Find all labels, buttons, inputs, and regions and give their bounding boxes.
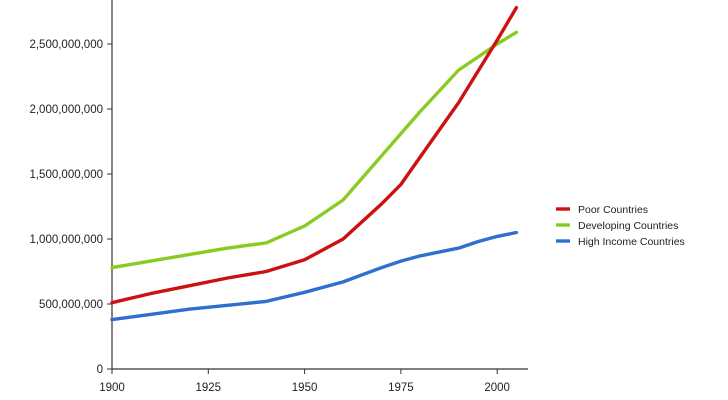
x-tick-label: 2000 [484,382,510,394]
series-line-high-income-countries [110,230,519,322]
legend-label: Developing Countries [578,220,678,232]
legend-label: High Income Countries [578,236,685,248]
tick-labels: 0 500,000,000 1,000,000,000 1,500,000,000 2,… [29,39,510,394]
x-tick-label: 1975 [388,382,414,394]
series-lines [110,5,519,322]
x-tick-label: 1950 [292,382,318,394]
y-tick-label: 1,000,000,000 [29,234,103,246]
legend-label: Poor Countries [578,204,648,216]
y-tick-label: 1,500,000,000 [29,169,103,181]
x-tick-label: 1925 [195,382,221,394]
y-tick-label: 500,000,000 [39,299,103,311]
series-line-developing-countries [110,30,519,270]
y-tick-label: 2,000,000,000 [29,104,103,116]
y-tick-label: 2,500,000,000 [29,39,103,51]
legend: Poor Countries Developing Countries High I… [556,204,685,248]
axes [107,0,528,374]
x-tick-label: 1900 [99,382,125,394]
series-line-poor-countries [110,5,519,305]
y-tick-label: 0 [97,364,103,376]
